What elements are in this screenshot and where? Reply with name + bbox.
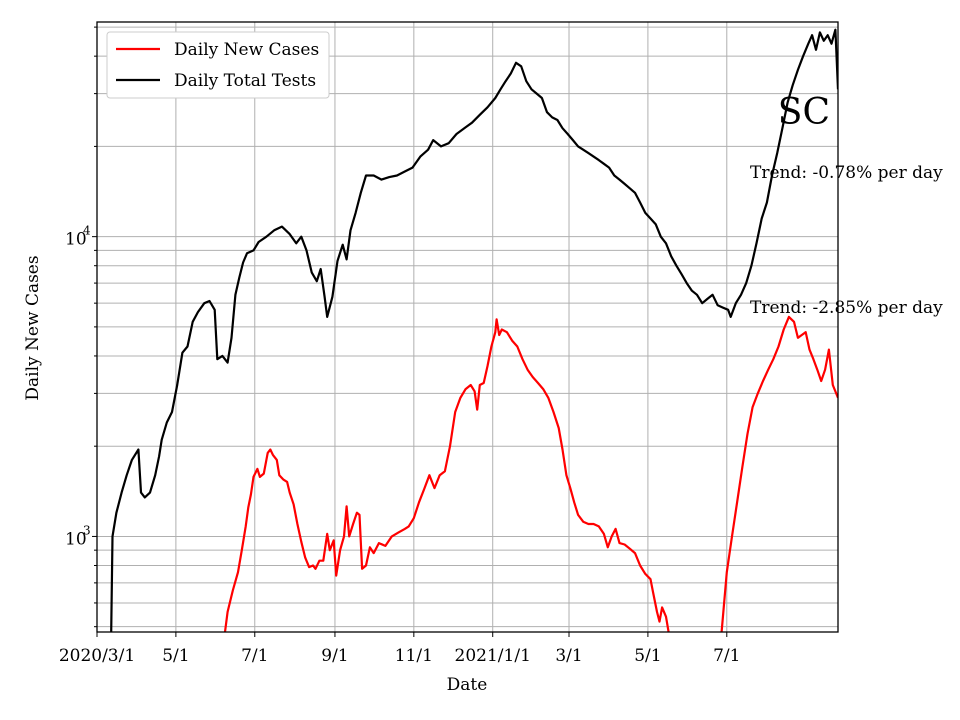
grid (96, 22, 838, 632)
svg-text:10: 10 (65, 529, 87, 549)
x-axis-label: Date (447, 675, 488, 695)
x-tick-label: 7/1 (713, 646, 740, 666)
series-line-daily-new-cases-late (720, 315, 838, 632)
legend-box (106, 31, 330, 99)
y-axis-label: Daily New Cases (23, 255, 43, 400)
x-tick-label: 3/1 (555, 646, 582, 666)
y-tick-label: 104 (65, 224, 91, 250)
x-tick-label: 2020/3/1 (59, 646, 135, 666)
series-line-daily-new-cases (223, 318, 670, 632)
chart-title: SC (778, 92, 830, 133)
x-tick-label: 9/1 (321, 646, 348, 666)
svg-text:4: 4 (83, 224, 91, 238)
trend-annotation-tests: Trend: -0.78% per day (750, 163, 943, 183)
legend-label-tests: Daily Total Tests (174, 71, 316, 91)
ticks: 2020/3/1 5/1 7/1 9/1 11/1 2021/1/1 3/1 5/1 7/1 10… (59, 26, 740, 666)
svg-text:3: 3 (83, 523, 91, 537)
x-tick-label: 5/1 (162, 646, 189, 666)
legend: Daily New Cases Daily Total Tests (106, 31, 330, 99)
x-tick-label: 11/1 (395, 646, 433, 666)
trend-annotation-cases: Trend: -2.85% per day (750, 298, 943, 318)
y-tick-label: 103 (65, 523, 91, 549)
series-line-daily-total-tests (110, 28, 838, 632)
legend-label-cases: Daily New Cases (174, 40, 319, 60)
x-tick-label: 2021/1/1 (455, 646, 531, 666)
series-layer (110, 28, 838, 632)
svg-text:10: 10 (65, 230, 87, 250)
x-tick-label: 7/1 (241, 646, 268, 666)
x-tick-label: 5/1 (634, 646, 661, 666)
